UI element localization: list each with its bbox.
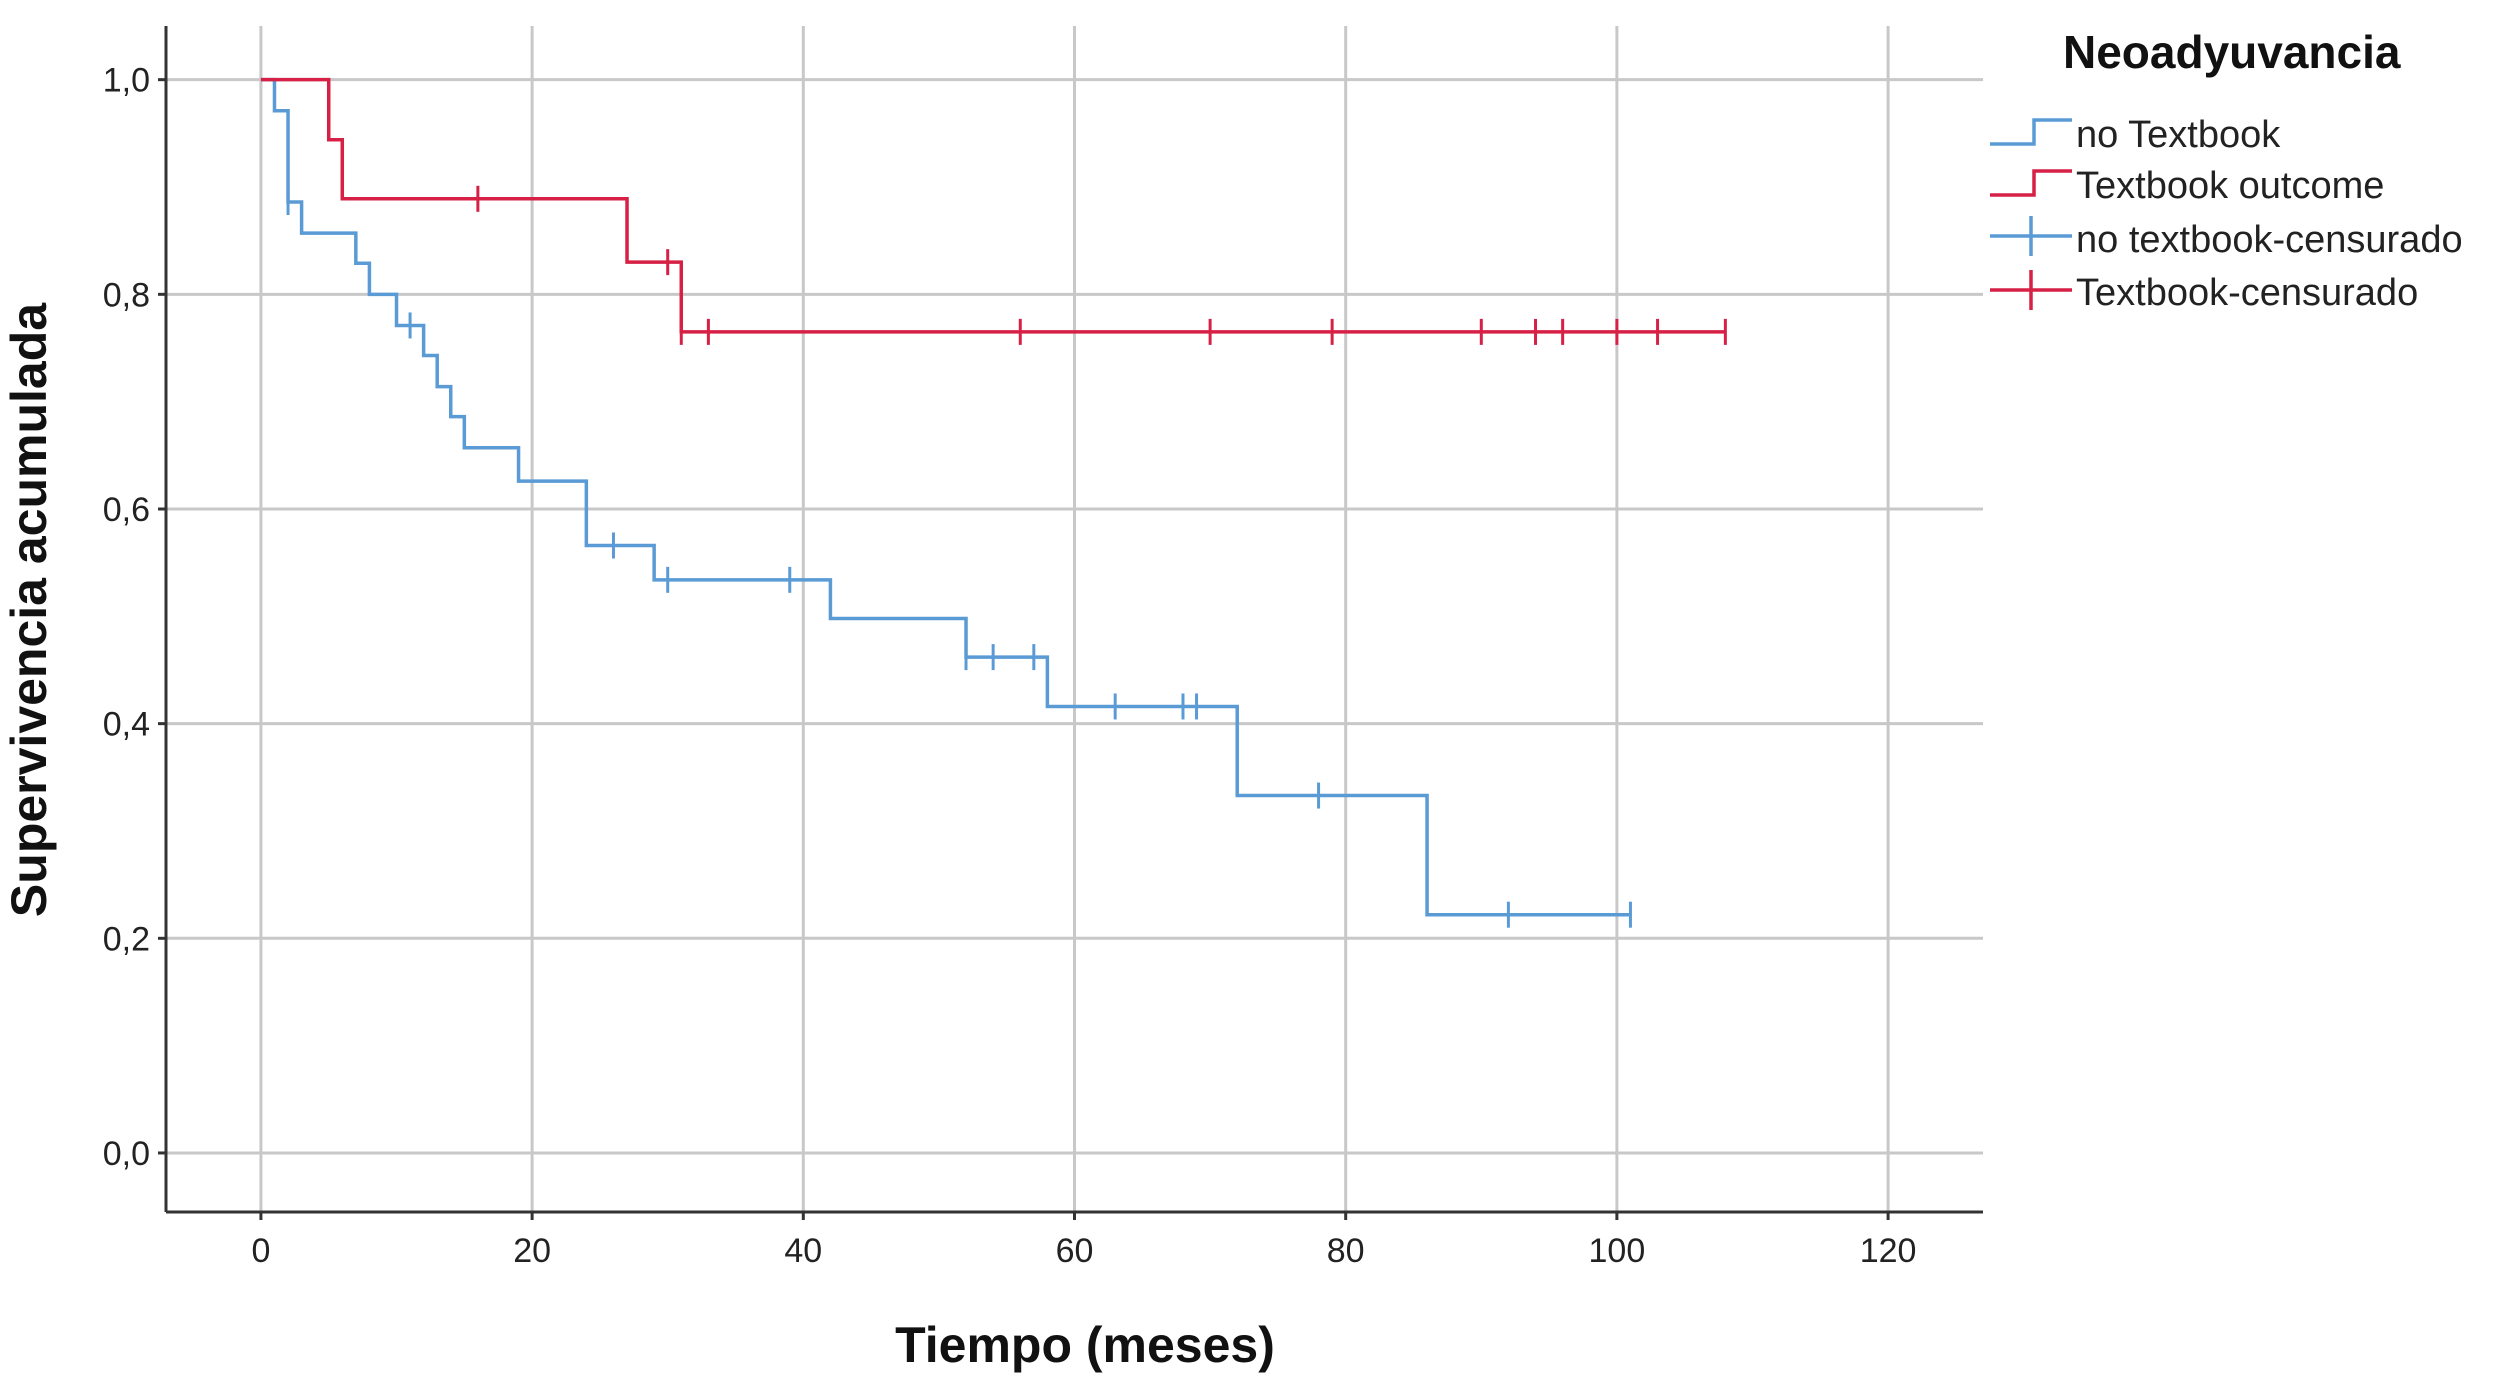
legend-swatch-0 bbox=[1990, 118, 2072, 146]
y-tick-label-2: 0,4 bbox=[103, 706, 150, 744]
y-axis-title: Supervivencia acumulada bbox=[1, 302, 57, 917]
legend-label-textbook-censurado: Textbook-censurado bbox=[2076, 272, 2418, 314]
axes bbox=[158, 26, 1983, 1220]
legend-swatches bbox=[1990, 118, 2072, 310]
x-tick-label-0: 0 bbox=[251, 1232, 270, 1270]
series-line-0 bbox=[260, 77, 1631, 917]
legend-swatch-2 bbox=[1990, 216, 2072, 256]
tick-labels: 0 20 40 60 80 100 120 0,0 0,2 0,4 0,6 0,8 1,0 bbox=[103, 62, 1917, 1270]
x-tick-label-2: 40 bbox=[784, 1232, 822, 1270]
series-line-1 bbox=[260, 77, 1726, 334]
legend-swatch-1 bbox=[1990, 169, 2072, 197]
y-tick-label-1: 0,2 bbox=[103, 920, 150, 958]
x-tick-label-5: 100 bbox=[1589, 1232, 1646, 1270]
legend-label-no-textbook-censurado: no textbook-censurado bbox=[2076, 219, 2463, 261]
x-axis-title: Tiempo (meses) bbox=[895, 1317, 1275, 1373]
y-tick-label-3: 0,6 bbox=[103, 491, 150, 529]
y-tick-label-4: 0,8 bbox=[103, 276, 150, 314]
y-tick-label-5: 1,0 bbox=[103, 62, 150, 100]
y-tick-label-0: 0,0 bbox=[103, 1135, 150, 1173]
series-0 bbox=[260, 77, 1632, 928]
legend-title: Neoadyuvancia bbox=[2063, 26, 2401, 78]
series-1 bbox=[260, 77, 1727, 345]
x-tick-label-6: 120 bbox=[1860, 1232, 1917, 1270]
x-tick-label-3: 60 bbox=[1056, 1232, 1094, 1270]
legend: Neoadyuvancia no Textbook Textbook outco… bbox=[1990, 26, 2463, 314]
series-layer bbox=[260, 77, 1727, 928]
legend-label-textbook-outcome: Textbook outcome bbox=[2076, 165, 2384, 207]
x-tick-label-4: 80 bbox=[1327, 1232, 1365, 1270]
grid-lines bbox=[166, 26, 1983, 1212]
x-tick-label-1: 20 bbox=[513, 1232, 551, 1270]
legend-swatch-3 bbox=[1990, 270, 2072, 310]
legend-label-no-textbook: no Textbook bbox=[2076, 114, 2281, 156]
